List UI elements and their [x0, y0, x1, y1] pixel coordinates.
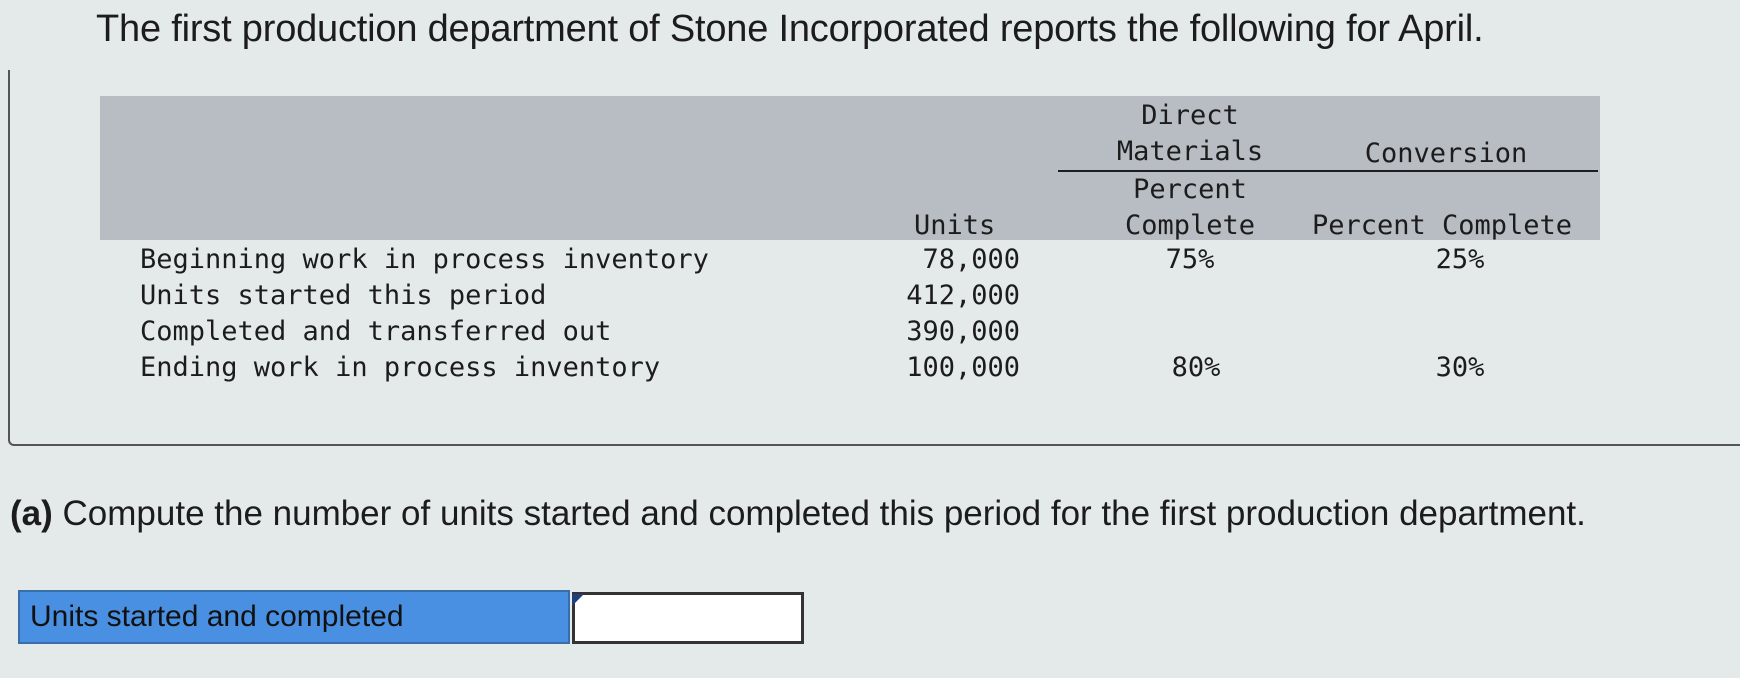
conv-header: Conversion	[1364, 138, 1528, 169]
dm-header-rule	[1058, 170, 1254, 172]
question-body: Compute the number of units started and …	[62, 494, 1586, 533]
units-started-completed-input[interactable]	[572, 592, 804, 644]
input-corner-marker-icon	[572, 594, 584, 606]
row-units: 390,000	[906, 316, 1020, 347]
problem-intro: The first production department of Stone…	[96, 8, 1484, 50]
units-header: Units	[914, 210, 996, 241]
dm-subheader-line2: Complete	[1124, 210, 1256, 241]
row-label: Beginning work in process inventory	[140, 244, 709, 275]
row-dm-pct: 80%	[1171, 352, 1221, 383]
conv-header-rule	[1254, 170, 1598, 172]
row-conv-pct: 25%	[1435, 244, 1485, 275]
conv-subheader: Percent Complete	[1311, 210, 1573, 241]
row-units: 78,000	[922, 244, 1020, 275]
row-label: Units started this period	[140, 280, 547, 311]
answer-label: Units started and completed	[18, 590, 570, 644]
question-text: (a) Compute the number of units started …	[10, 494, 1586, 534]
row-label: Completed and transferred out	[140, 316, 612, 347]
dm-header-line2: Materials	[1116, 136, 1264, 167]
row-dm-pct: 75%	[1165, 244, 1215, 275]
row-units: 100,000	[906, 352, 1020, 383]
row-units: 412,000	[906, 280, 1020, 311]
dm-header-line1: Direct	[1141, 100, 1239, 131]
row-conv-pct: 30%	[1435, 352, 1485, 383]
row-label: Ending work in process inventory	[140, 352, 661, 383]
data-panel	[8, 70, 1740, 446]
question-marker: (a)	[10, 494, 53, 533]
table-header-band	[100, 96, 1600, 240]
dm-subheader-line1: Percent	[1133, 174, 1247, 205]
